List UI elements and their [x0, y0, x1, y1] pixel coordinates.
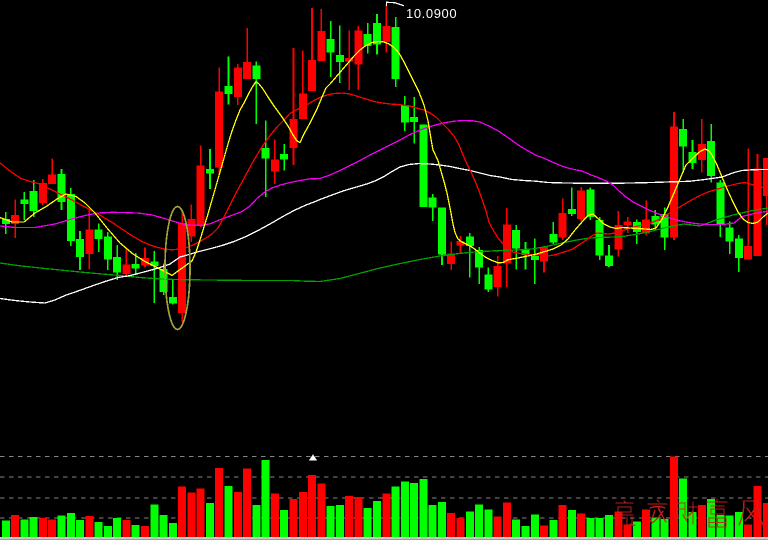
svg-text:10.0900: 10.0900 [406, 6, 457, 21]
